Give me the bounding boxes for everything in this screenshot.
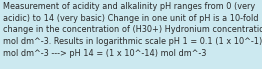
Text: Measurement of acidity and alkalinity pH ranges from 0 (very
acidic) to 14 (very: Measurement of acidity and alkalinity pH… (3, 2, 262, 58)
